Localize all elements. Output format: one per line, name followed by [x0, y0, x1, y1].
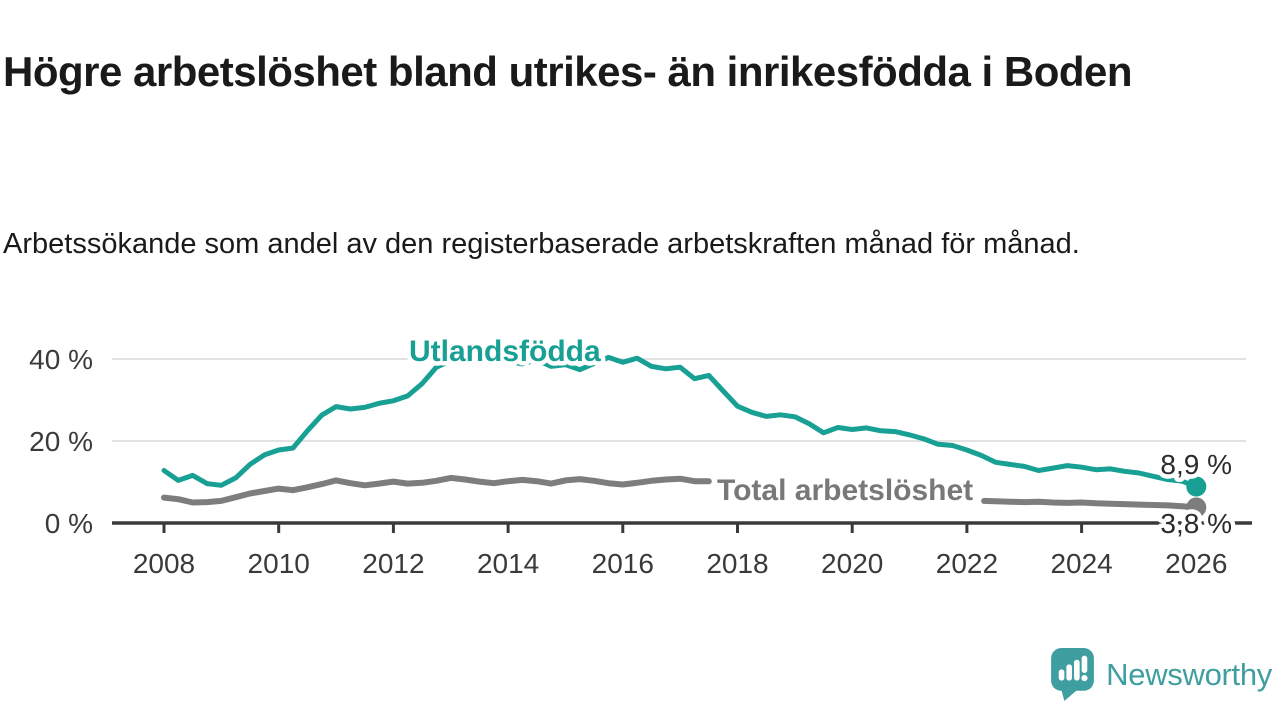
end-dot-utlandsfodda	[1186, 476, 1207, 497]
x-tick-label: 2020	[821, 548, 883, 579]
series-lines	[161, 354, 1200, 511]
series-label-total: Total arbetslöshet	[717, 474, 973, 507]
x-tick-label: 2016	[592, 548, 654, 579]
x-tick-label: 2026	[1165, 548, 1227, 579]
series-label-utlandsfodda: Utlandsfödda	[409, 335, 601, 368]
x-tick-label: 2008	[133, 548, 195, 579]
end-dots	[1186, 476, 1207, 518]
x-tick-label: 2018	[706, 548, 768, 579]
end-dot-total	[1186, 497, 1207, 518]
newsworthy-logo-icon	[1051, 648, 1095, 701]
x-tick-label: 2010	[248, 548, 310, 579]
series-line-total	[161, 474, 712, 506]
y-tick-label: 40 %	[29, 344, 93, 375]
newsworthy-logo: Newsworthy	[1050, 647, 1272, 702]
series-line-total	[981, 497, 1200, 511]
series-line-utlandsfodda	[161, 354, 1199, 489]
x-tick-label: 2014	[477, 548, 539, 579]
x-tick-label: 2024	[1050, 548, 1112, 579]
y-axis-labels: 0 % 20 % 40 %	[29, 344, 93, 539]
end-value-utlandsfodda: 8,9 %	[1160, 449, 1232, 480]
y-tick-label: 20 %	[29, 426, 93, 457]
end-value-total: 3,8 %	[1160, 508, 1232, 539]
chart-subtitle: Arbetssökande som andel av den registerb…	[3, 228, 1080, 260]
y-tick-label: 0 %	[45, 508, 93, 539]
page-title: Högre arbetslöshet bland utrikes- än inr…	[3, 48, 1133, 96]
gridlines	[112, 358, 1246, 442]
x-tick-label: 2012	[362, 548, 424, 579]
newsworthy-logo-text: Newsworthy	[1106, 656, 1272, 692]
x-axis: 2008 2010 2012 2014 2016 2018 2020 2022 2024 2026	[112, 521, 1252, 579]
line-chart: 0 % 20 % 40 % 2008 2010 2012 2014 2016 2018 2020…	[29, 331, 1252, 579]
x-tick-label: 2022	[936, 548, 998, 579]
